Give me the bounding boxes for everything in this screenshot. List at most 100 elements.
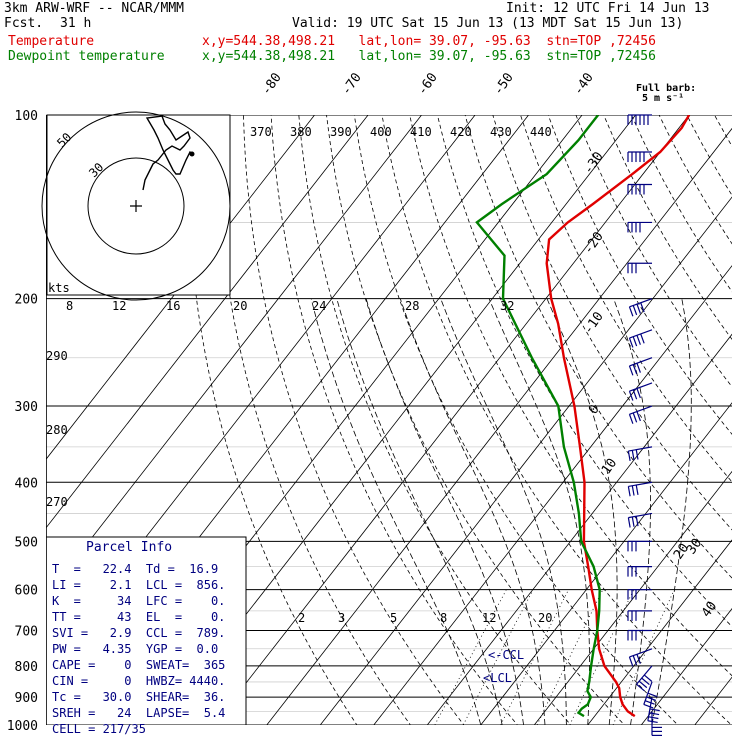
moist-adiabat-4 <box>336 298 503 725</box>
mixing-ratio-label-12: 12 <box>482 611 496 625</box>
wind-barb-700 <box>627 629 652 641</box>
isotherm--40 <box>266 127 732 725</box>
mixing-ratio-line-20 <box>612 589 675 725</box>
wind-barb-flag <box>635 516 639 527</box>
wind-barb-flag <box>640 302 645 313</box>
wind-barb-flag <box>648 716 659 720</box>
isotherm--110 <box>46 115 369 529</box>
dewpoint-trace <box>475 115 601 718</box>
wind-barb-flag <box>641 677 650 686</box>
theta-label-290: 290 <box>46 349 68 363</box>
hodograph-end-dot <box>189 151 195 157</box>
dry-adiabat-380 <box>547 115 732 435</box>
wind-barb-800 <box>636 665 653 692</box>
theta-label-380: 380 <box>290 125 312 139</box>
wind-barb-flag <box>636 303 641 314</box>
pressure-label-300: 300 <box>15 400 38 415</box>
wind-barb-flag <box>627 517 631 528</box>
isotherm-label-20: 20 <box>671 541 692 562</box>
dry-adiabat-320 <box>381 115 732 725</box>
pressure-label-100: 100 <box>15 109 38 124</box>
barb-legend-title: Full barb: <box>636 83 697 94</box>
parcel-info-row: CELL = 217/35 <box>52 722 146 736</box>
wind-barb-flag <box>628 390 634 401</box>
isotherm-label--70: -70 <box>339 70 365 98</box>
wind-barb-275 <box>628 382 653 401</box>
fcst-value: 31 h <box>60 16 92 31</box>
wind-barb-150 <box>627 221 652 233</box>
isotherm-label-10: 10 <box>599 456 620 477</box>
plot-left-border <box>46 115 47 725</box>
parcel-info-row: CAPE = 0 SWEAT= 365 <box>52 658 226 672</box>
wind-barb-flag <box>636 654 641 664</box>
dry-adiabat-260 <box>215 115 411 725</box>
mixing-ratio-label-5: 5 <box>390 611 397 625</box>
theta-label-270: 270 <box>46 495 68 509</box>
mixing-ratio-label-2: 2 <box>298 611 305 625</box>
wind-barb-flag <box>635 449 639 460</box>
wind-barb-flag <box>628 414 634 424</box>
pressure-label-500: 500 <box>15 535 38 550</box>
wind-barb-300 <box>628 405 653 424</box>
parcel-info-panel: Parcel Info T = 22.4 Td = 16.9 LI = 2.1 L… <box>46 537 246 735</box>
theta-label-420: 420 <box>450 125 472 139</box>
theta-label-370: 370 <box>250 125 272 139</box>
dry-adiabat-330 <box>409 115 732 677</box>
parcel-info-row: Tc = 30.0 SHEAR= 36. <box>52 690 226 704</box>
moist-adiabat-16 <box>440 298 567 725</box>
isotherm--20 <box>373 265 732 725</box>
pressure-label-900: 900 <box>15 691 38 706</box>
dewpoint-legend: Dewpoint temperature <box>8 49 165 64</box>
isotherm-label--80: -80 <box>259 70 285 98</box>
temperature-trace <box>545 115 691 718</box>
hodograph-ring-label-24: 24 <box>312 299 326 313</box>
wind-barb-flag <box>640 333 645 344</box>
isotherm-label--20: -20 <box>581 229 607 257</box>
isotherm-label--30: -30 <box>581 149 607 177</box>
pressure-label-700: 700 <box>15 625 38 640</box>
valid-time: Valid: 19 UTC Sat 15 Jun 13 (13 MDT Sat … <box>292 16 684 31</box>
temperature-legend: Temperature <box>8 34 95 49</box>
mixing-ratio-line-12 <box>569 589 635 725</box>
wind-barb-650 <box>627 610 652 621</box>
wind-barb-flag <box>643 703 654 709</box>
parcel-info-row: PW = 4.35 YGP = 0.0 <box>52 642 219 656</box>
parcel-info-row: K = 34 LFC = 0. <box>52 594 226 608</box>
wind-barb-600 <box>627 589 652 600</box>
wind-barbs <box>627 114 662 737</box>
wind-barb-500 <box>627 540 652 552</box>
lcl-marker: <LCL <box>483 671 512 685</box>
wind-barb-flag <box>636 335 641 345</box>
dry-adiabat-270 <box>243 115 465 725</box>
dry-adiabat-350 <box>464 115 732 579</box>
wind-barb-flag <box>636 683 645 692</box>
parcel-info-row: TT = 43 EL = 0. <box>52 610 226 624</box>
theta-label-430: 430 <box>490 125 512 139</box>
mixing-ratio-label-20: 20 <box>538 611 552 625</box>
wind-barb-flag <box>647 720 658 724</box>
moist-adiabat-28 <box>613 298 651 725</box>
parcel-info-title: Parcel Info <box>86 540 173 555</box>
wind-barb-flag <box>627 486 631 497</box>
hodograph-kts-label: kts <box>48 281 70 295</box>
theta-label-280: 280 <box>46 423 68 437</box>
pressure-label-400: 400 <box>15 476 38 491</box>
parcel-info-row: CIN = 0 HWBZ= 4440. <box>52 674 226 688</box>
hodograph-ring-label-32: 32 <box>500 299 514 313</box>
hodograph-ring-label-28: 28 <box>405 299 419 313</box>
dry-adiabat-290 <box>298 115 572 725</box>
diagram-grid <box>46 115 732 725</box>
pressure-label-1000: 1000 <box>7 719 38 734</box>
mixing-ratio-label-8: 8 <box>440 611 447 625</box>
wind-barb-flag <box>647 692 658 698</box>
theta-label-400: 400 <box>370 125 392 139</box>
wind-barb-flag <box>627 450 631 462</box>
isotherm-0 <box>480 402 732 725</box>
wind-barb-750 <box>628 648 653 667</box>
wind-barb-115 <box>627 151 652 163</box>
wind-barb-flag <box>644 700 655 705</box>
dry-adiabat-440 <box>714 115 732 147</box>
parcel-info-row: SVI = 2.9 CCL = 789. <box>52 626 226 640</box>
theta-label-410: 410 <box>410 125 432 139</box>
